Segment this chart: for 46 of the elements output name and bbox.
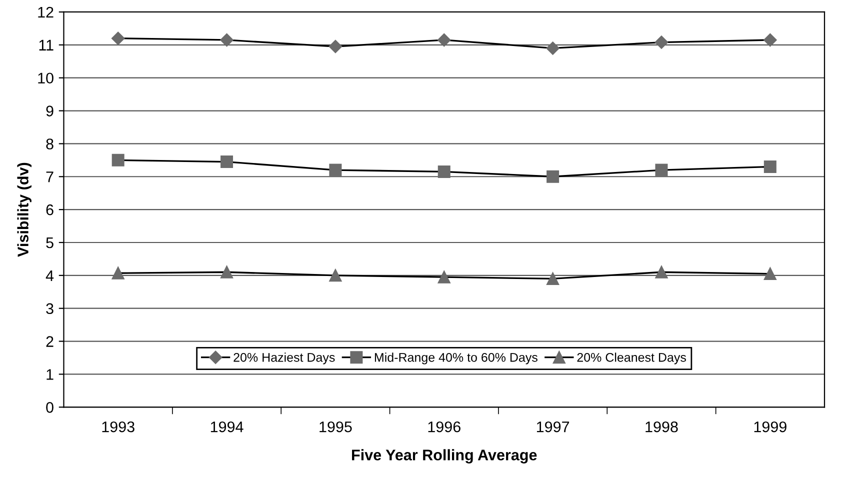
y-tick-label: 8 (46, 138, 54, 150)
x-tick-label: 1995 (320, 421, 352, 432)
y-tick-label: 12 (38, 6, 54, 18)
point (328, 40, 342, 54)
x-tick-label: 1998 (646, 421, 678, 432)
y-tick-label: 7 (46, 172, 54, 182)
y-tick-label: 5 (46, 238, 54, 248)
point (764, 33, 777, 47)
point (220, 33, 234, 47)
y-tick-label: 4 (46, 270, 54, 281)
point (329, 164, 342, 176)
x-tick-label: 1993 (102, 421, 134, 432)
y-tick-label: 1 (46, 369, 54, 380)
point (112, 266, 124, 280)
y-tick-label: 10 (38, 72, 54, 84)
point (112, 154, 124, 166)
y-tick-label: 2 (46, 336, 54, 347)
y-tick-label: 3 (46, 303, 54, 314)
point (438, 165, 450, 178)
point (546, 170, 560, 183)
point (655, 164, 668, 176)
point (654, 36, 668, 49)
y-tick-label: 6 (46, 204, 54, 216)
legend-label: 20% Haziest Days (234, 352, 335, 364)
point (329, 269, 342, 282)
point (546, 272, 560, 285)
x-tick-label: 1997 (536, 421, 570, 432)
point (220, 156, 234, 168)
y-tick-label: 9 (46, 106, 54, 116)
x-tick-label: 1996 (428, 421, 460, 432)
point (764, 268, 776, 280)
y-tick-label: 11 (39, 40, 54, 50)
point (220, 266, 234, 278)
point (112, 32, 125, 45)
point (438, 33, 451, 47)
x-tick-label: 1999 (754, 421, 786, 432)
point (438, 270, 450, 284)
point (764, 160, 776, 173)
point (546, 42, 560, 55)
x-axis-title: Five Year Rolling Average (352, 449, 537, 464)
legend-label: 20% Cleanest Days (577, 352, 686, 364)
y-tick-label: 0 (46, 402, 54, 413)
x-tick-label: 1994 (210, 421, 244, 432)
legend-label: Mid-Range 40% to 60% Days (374, 352, 538, 364)
point (655, 266, 668, 278)
y-axis-title: Visibility (dv) (17, 162, 32, 257)
